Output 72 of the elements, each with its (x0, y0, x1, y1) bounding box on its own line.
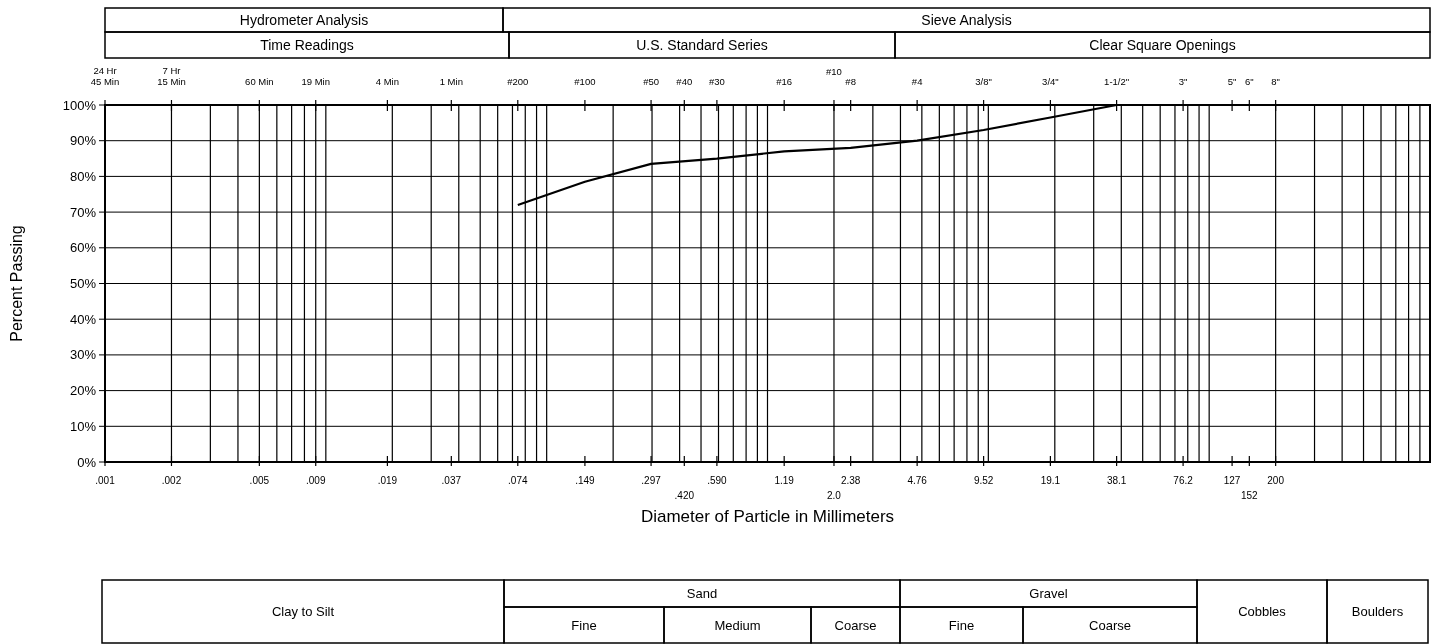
text: Sieve Analysis (921, 11, 1012, 28)
text: #200 (507, 76, 529, 87)
x-tick-label: 2.38 (840, 475, 861, 486)
y-tick-label: 50% (69, 276, 97, 292)
x-tick-label: .005 (249, 475, 270, 486)
x-tick-label: .002 (161, 475, 182, 486)
text: 8" (1271, 76, 1280, 87)
x-tick-label: .074 (508, 475, 528, 486)
text: 6" (1245, 76, 1254, 87)
text: .420 (674, 490, 695, 501)
text: Boulders (1351, 604, 1404, 620)
x-tick-label: 4.76 (907, 475, 928, 486)
text: Medium (714, 617, 761, 633)
text: Gravel (1029, 586, 1068, 602)
text: Fine (948, 617, 975, 633)
text: 3/4" (1042, 76, 1059, 87)
y-tick-label: 0% (77, 454, 97, 470)
text: #50 (643, 76, 659, 87)
y-tick-label: 60% (69, 240, 97, 256)
text: #4 (911, 76, 923, 87)
x-tick-label: .009 (305, 475, 326, 486)
x-tick-label: .019 (377, 475, 398, 486)
y-tick-label: 70% (69, 204, 97, 220)
x-tick-label: .037 (441, 475, 462, 486)
x-tick-label: 127 (1223, 475, 1241, 486)
text: Fine (571, 617, 597, 633)
x-tick-label: .590 (707, 475, 728, 486)
x-axis-title: Diameter of Particle in Millimeters (640, 507, 895, 526)
text: Time Readings (260, 36, 354, 53)
x-tick-label: 9.52 (973, 475, 994, 486)
text: 2.0 (827, 490, 842, 501)
y-tick-label: 10% (69, 418, 97, 434)
text: Hydrometer Analysis (239, 11, 369, 28)
text: Clay to Silt (271, 604, 335, 620)
x-tick-label: 19.1 (1040, 475, 1061, 486)
y-tick-label: 90% (69, 133, 97, 149)
x-tick-label: .297 (641, 475, 662, 486)
text: Cobbles (1238, 604, 1287, 620)
x-tick-label: 38.1 (1106, 475, 1127, 486)
text: 1 Min (439, 76, 463, 87)
text: 60 Min (245, 76, 274, 87)
text: #16 (776, 76, 793, 87)
text: #40 (676, 76, 693, 87)
text: 3" (1178, 76, 1188, 87)
text: #100 (574, 76, 596, 87)
text: #30 (708, 76, 725, 87)
x-tick-label: .001 (95, 475, 116, 486)
y-tick-label: 40% (69, 311, 97, 327)
text: 19 Min (301, 76, 330, 87)
text: 24 Hr 45 Min (90, 65, 120, 87)
y-tick-label: 80% (69, 168, 97, 184)
text: 7 Hr 15 Min (157, 65, 186, 87)
x-tick-label: .149 (575, 475, 596, 486)
x-tick-label: 200 (1267, 475, 1285, 486)
text: Clear Square Openings (1089, 36, 1236, 53)
text: Coarse (834, 617, 877, 633)
x-tick-label: 1.19 (774, 475, 795, 486)
text: Coarse (1089, 617, 1131, 633)
text: 152 (1240, 490, 1259, 501)
text: #10 (826, 66, 842, 77)
text: Sand (686, 586, 718, 602)
text: 4 Min (375, 76, 400, 87)
y-tick-label: 30% (69, 347, 97, 363)
y-tick-label: 100% (62, 97, 97, 113)
text: 5" (1227, 76, 1237, 87)
text: 1-1/2" (1104, 76, 1130, 87)
y-axis-title: Percent Passing (8, 225, 25, 342)
text: #8 (845, 76, 856, 87)
x-tick-label: 76.2 (1173, 475, 1194, 486)
y-tick-label: 20% (69, 383, 97, 399)
text: U.S. Standard Series (636, 36, 768, 53)
text: 3/8" (975, 76, 992, 87)
